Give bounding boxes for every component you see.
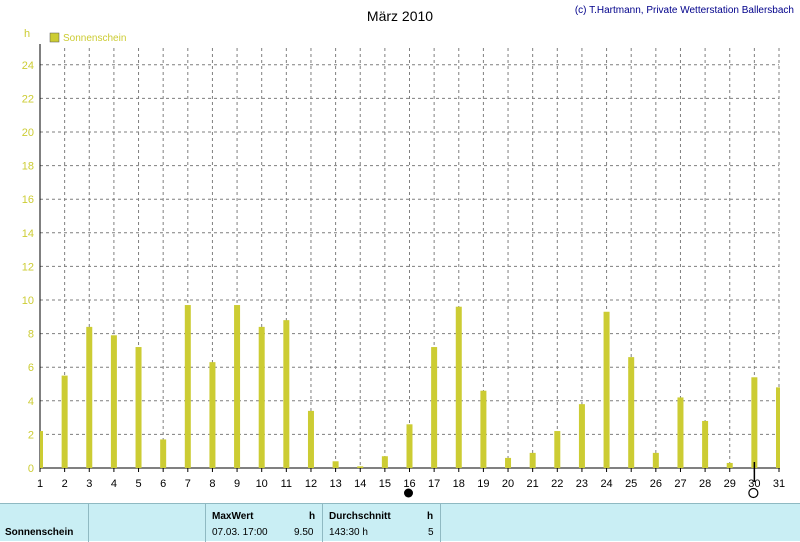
summary-max-cell: MaxWert h 07.03. 17:00 9.50 <box>206 504 323 542</box>
x-tick-label: 24 <box>600 478 612 490</box>
bar-day-21 <box>529 452 536 468</box>
x-tick-label: 15 <box>379 478 391 490</box>
x-tick-label: 3 <box>86 478 92 490</box>
x-tick-label: 12 <box>305 478 317 490</box>
bar-day-25 <box>628 357 635 468</box>
credit-text: (c) T.Hartmann, Private Wetterstation Ba… <box>574 5 794 16</box>
bar-day-24 <box>603 311 610 468</box>
max-unit: h <box>309 511 316 522</box>
bar-day-28 <box>702 420 709 468</box>
bar-day-6 <box>160 439 167 468</box>
bar-day-23 <box>578 404 585 468</box>
x-tick-label: 11 <box>281 478 292 490</box>
max-heading: MaxWert <box>212 511 254 522</box>
x-tick-label: 17 <box>428 478 440 490</box>
x-tick-label: 26 <box>650 478 662 490</box>
max-value: 9.50 <box>294 527 314 538</box>
x-tick-label: 5 <box>135 478 141 490</box>
y-tick-label: 2 <box>28 429 34 441</box>
x-tick-label: 19 <box>477 478 489 490</box>
new-moon-icon <box>404 488 413 498</box>
sunshine-chart: März 2010 h Sonnenschein 024681012141618… <box>22 8 785 499</box>
y-tick-label: 12 <box>22 261 34 273</box>
bar-day-30 <box>751 377 758 468</box>
bar-day-19 <box>480 390 487 468</box>
avg-value: 5 <box>428 527 434 538</box>
x-tick-label: 22 <box>551 478 563 490</box>
x-tick-label: 10 <box>256 478 268 490</box>
bar-day-29 <box>726 462 733 468</box>
x-tick-label: 13 <box>329 478 341 490</box>
full-moon-icon <box>748 487 759 499</box>
x-tick-label: 9 <box>234 478 240 490</box>
y-tick-label: 4 <box>28 396 34 408</box>
x-tick-label: 30 <box>748 478 760 490</box>
y-tick-label: 0 <box>28 463 34 475</box>
x-tick-label: 27 <box>674 478 686 490</box>
y-tick-label: 14 <box>22 228 34 240</box>
bar-day-1 <box>40 431 43 468</box>
bar-day-15 <box>381 456 388 468</box>
avg-total: 143:30 h <box>329 527 368 538</box>
avg-unit: h <box>427 511 434 522</box>
x-tick-label: 29 <box>724 478 736 490</box>
bar-day-13 <box>332 461 339 468</box>
bar-day-31 <box>776 387 780 468</box>
y-tick-label: 22 <box>22 93 34 105</box>
bar-day-7 <box>184 305 191 468</box>
bar-day-27 <box>677 397 684 468</box>
x-tick-label: 6 <box>160 478 166 490</box>
x-tick-label: 18 <box>453 478 465 490</box>
bar-day-3 <box>86 326 93 468</box>
x-tick-label: 8 <box>209 478 215 490</box>
bar-day-20 <box>505 457 512 468</box>
max-time: 07.03. 17:00 <box>212 527 268 538</box>
legend-swatch <box>49 32 60 43</box>
x-tick-label: 20 <box>502 478 514 490</box>
y-tick-label: 18 <box>22 161 34 173</box>
x-tick-label: 7 <box>185 478 191 490</box>
x-tick-label: 25 <box>625 478 637 490</box>
y-tick-label: 6 <box>28 362 34 374</box>
bar-day-4 <box>110 335 117 468</box>
bar-day-2 <box>61 375 68 468</box>
bar-day-16 <box>406 424 413 468</box>
x-tick-label: 28 <box>699 478 711 490</box>
chart-title: März 2010 <box>367 8 433 24</box>
legend-label: Sonnenschein <box>63 33 126 44</box>
x-tick-label: 1 <box>37 478 43 490</box>
y-tick-label: 20 <box>22 127 34 139</box>
y-tick-label: 24 <box>22 60 34 72</box>
bar-day-26 <box>652 452 659 468</box>
bar-day-14 <box>357 466 364 468</box>
y-tick-label: 8 <box>28 329 34 341</box>
avg-heading: Durchschnitt <box>329 511 391 522</box>
summary-series-label: Sonnenschein <box>5 527 74 538</box>
summary-panel: Sonnenschein MaxWert h 07.03. 17:00 9.50… <box>0 503 800 542</box>
summary-avg-cell: Durchschnitt h 143:30 h 5 <box>323 504 441 542</box>
bar-day-5 <box>135 347 142 468</box>
y-tick-label: 10 <box>22 295 34 307</box>
x-tick-label: 4 <box>111 478 117 490</box>
x-tick-label: 16 <box>403 478 415 490</box>
x-tick-label: 23 <box>576 478 588 490</box>
bar-day-22 <box>554 431 561 468</box>
summary-series-cell: Sonnenschein <box>0 504 89 542</box>
bar-day-11 <box>283 320 290 468</box>
bar-day-10 <box>258 326 265 468</box>
x-tick-label: 31 <box>773 478 785 490</box>
bar-day-9 <box>234 305 241 468</box>
x-tick-label: 21 <box>527 478 539 490</box>
x-tick-label: 2 <box>62 478 68 490</box>
y-axis-unit-label: h <box>24 28 30 40</box>
bar-day-18 <box>455 306 462 468</box>
bar-day-17 <box>431 347 438 468</box>
y-tick-label: 16 <box>22 194 34 206</box>
x-tick-label: 14 <box>354 478 366 490</box>
bar-day-8 <box>209 362 216 468</box>
bar-day-12 <box>307 410 314 468</box>
summary-empty-cell <box>89 504 206 542</box>
